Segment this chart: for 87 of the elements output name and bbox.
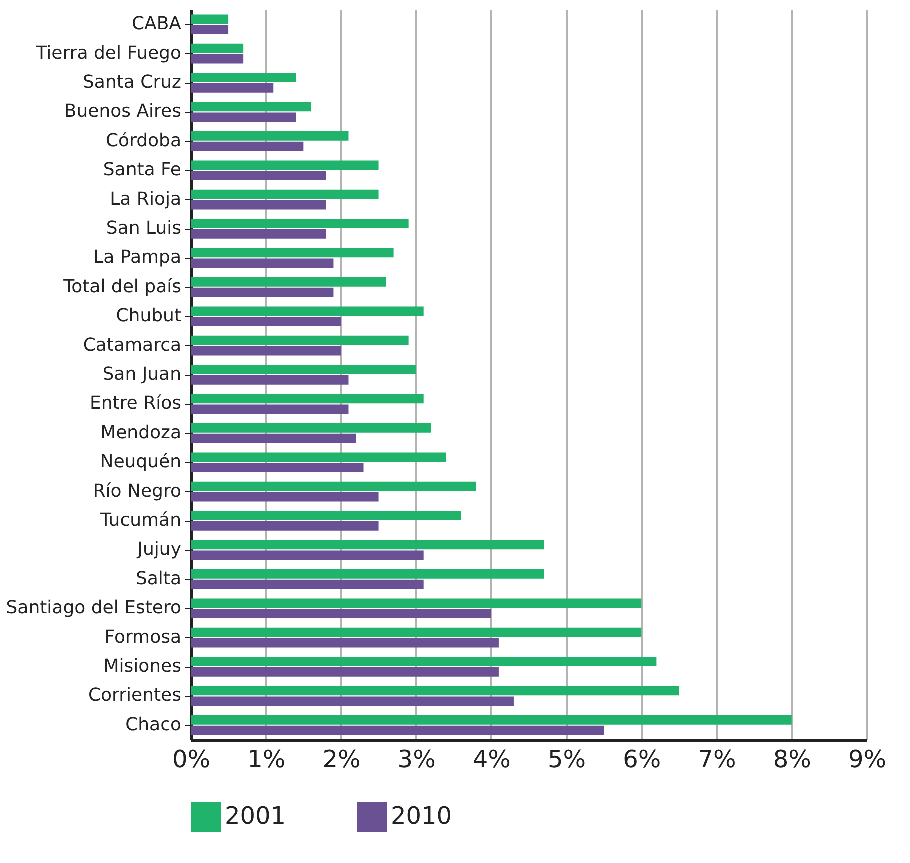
y-tick-label: Total del país — [62, 276, 182, 298]
bar — [191, 317, 342, 327]
y-tick-label: Tierra del Fuego — [35, 42, 182, 64]
y-tick-label: San Luis — [106, 218, 182, 239]
bar — [191, 142, 304, 152]
bar — [191, 423, 432, 433]
bar — [191, 540, 544, 550]
bar — [191, 112, 296, 122]
bar — [191, 434, 356, 444]
bar — [191, 102, 312, 112]
bar — [191, 219, 409, 228]
bar — [191, 394, 424, 404]
y-tick-label: Santa Cruz — [83, 72, 182, 93]
bar — [191, 277, 386, 287]
bar — [191, 84, 274, 93]
bar — [191, 258, 334, 268]
bar — [191, 248, 394, 258]
bar — [191, 14, 229, 24]
y-tick-label: Salta — [136, 568, 182, 590]
y-tick-label: Santiago del Estero — [6, 598, 182, 619]
bar — [191, 638, 499, 648]
bar — [191, 306, 424, 316]
bar — [191, 569, 544, 579]
bar — [191, 726, 604, 736]
bar — [191, 609, 492, 619]
x-tick-label: 0% — [172, 746, 211, 774]
bar — [191, 715, 792, 725]
y-tick-label: La Pampa — [94, 247, 182, 268]
bar — [191, 668, 499, 677]
bar — [191, 190, 379, 200]
bar — [191, 696, 514, 706]
bar — [191, 482, 476, 492]
bar — [191, 657, 657, 666]
bar — [191, 171, 326, 181]
y-tick-label: Chubut — [116, 306, 182, 327]
x-tick-label: 3% — [398, 746, 436, 774]
bar — [191, 336, 409, 346]
y-tick-label: CABA — [132, 14, 182, 35]
y-tick-label: Entre Ríos — [90, 393, 182, 414]
y-tick-label: Río Negro — [93, 480, 182, 502]
bar — [191, 365, 416, 374]
x-tick-label: 6% — [623, 746, 662, 774]
y-tick-label: La Rioja — [110, 188, 182, 210]
y-tick-label: Jujuy — [136, 539, 182, 560]
bar — [191, 550, 424, 560]
y-tick-label: Misiones — [104, 656, 182, 677]
y-tick-label: Neuquén — [100, 452, 182, 473]
bar — [191, 404, 349, 414]
y-tick-label: Córdoba — [106, 130, 182, 152]
y-tick-label: Tucumán — [100, 510, 182, 531]
bar — [191, 44, 244, 54]
y-tick-label: Mendoza — [100, 422, 182, 444]
x-tick-label: 7% — [698, 746, 736, 774]
bar — [191, 346, 342, 356]
x-tick-label: 1% — [248, 746, 286, 774]
x-tick-label: 2% — [322, 746, 361, 774]
bar — [191, 492, 379, 502]
bar — [191, 580, 424, 590]
bar — [191, 463, 364, 473]
bar — [191, 131, 349, 141]
x-tick-label: 4% — [472, 746, 511, 774]
bar — [191, 160, 379, 170]
y-tick-label: Buenos Aires — [64, 101, 182, 122]
bar — [191, 230, 326, 239]
bar — [191, 598, 642, 608]
bar — [191, 511, 462, 520]
legend-label: 2001 — [225, 802, 286, 830]
legend-label: 2010 — [391, 802, 452, 830]
bar — [191, 25, 229, 35]
bar — [191, 628, 642, 638]
bar — [191, 73, 296, 82]
x-tick-label: 8% — [773, 746, 812, 774]
y-tick-label: Corrientes — [88, 685, 182, 706]
y-tick-label: Chaco — [126, 714, 182, 736]
x-tick-label: 9% — [848, 746, 887, 774]
bar — [191, 376, 349, 385]
y-tick-label: San Juan — [102, 364, 182, 385]
bar — [191, 452, 446, 462]
bar — [191, 200, 326, 210]
y-tick-label: Formosa — [104, 626, 182, 648]
bar — [191, 54, 244, 64]
bar — [191, 522, 379, 531]
y-tick-label: Santa Fe — [103, 160, 182, 181]
bar — [191, 288, 334, 298]
bar — [191, 686, 680, 696]
x-tick-label: 5% — [548, 746, 586, 774]
y-tick-label: Catamarca — [83, 334, 182, 356]
